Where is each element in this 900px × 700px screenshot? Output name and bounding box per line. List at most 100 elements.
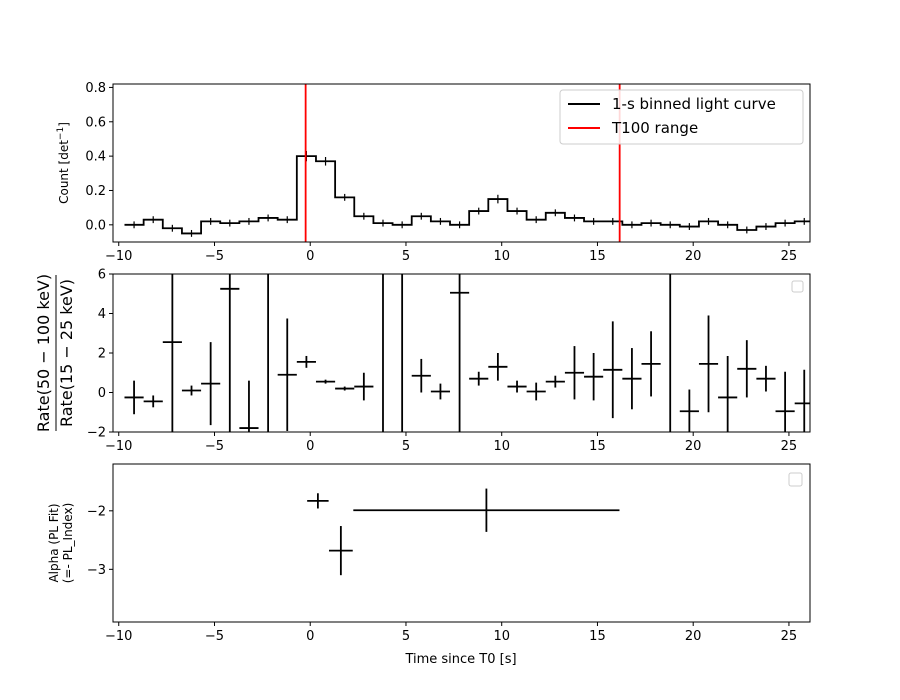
- hardness-ratio-y-axis-label: Rate(50 − 100 keV) Rate(15 − 25 keV): [34, 274, 76, 432]
- alpha-y-ticks: −2 −3: [87, 504, 113, 578]
- alpha-y-tick-label: −2: [87, 504, 106, 519]
- alpha-empty-legend: [788, 472, 803, 487]
- hardness-ratio-empty-legend: [791, 280, 804, 293]
- hardness-ratio-plot-area: [124, 274, 810, 432]
- light-curve-y-tick-label: 0.2: [85, 184, 106, 199]
- y-label-denominator: Rate(15 − 25 keV): [57, 279, 76, 427]
- hardness-ratio-data-point: [718, 355, 738, 432]
- alpha-x-tick-label: 5: [402, 629, 410, 644]
- light-curve-y-axis-label: Count [det−1]: [56, 122, 71, 204]
- hardness-ratio-data-point: [756, 365, 776, 392]
- legend-box: [559, 89, 804, 145]
- alpha-x-tick-label: 25: [781, 629, 798, 644]
- alpha-x-tick-label: −10: [105, 629, 132, 644]
- alpha-y-label-line1: Alpha (PL Fit): [47, 503, 61, 582]
- hardness-ratio-data-point: [124, 380, 144, 415]
- light-curve-plot-area: [124, 84, 810, 242]
- hardness-ratio-data-point: [545, 375, 565, 388]
- hardness-ratio-x-tick-label: 20: [685, 439, 702, 454]
- alpha-plot-area: [307, 488, 620, 576]
- alpha-x-tick-label: −5: [205, 629, 224, 644]
- hardness-ratio-data-point: [775, 371, 795, 432]
- hardness-ratio-data-point: [526, 382, 546, 401]
- hardness-ratio-data-point: [794, 369, 810, 432]
- alpha-y-axis-label: Alpha (PL Fit) (=- PL_Index): [47, 503, 75, 584]
- hardness-ratio-data-point: [488, 353, 508, 381]
- hardness-ratio-axes-frame: [112, 273, 811, 433]
- hardness-ratio-data-point: [201, 342, 221, 426]
- hardness-ratio-x-tick-label: 10: [493, 439, 510, 454]
- hardness-ratio-x-tick-label: 0: [306, 439, 314, 454]
- hardness-ratio-data-point: [411, 358, 431, 393]
- hardness-ratio-data-point: [143, 395, 163, 408]
- hardness-ratio-data-point: [679, 389, 699, 432]
- light-curve-x-tick-label: 5: [402, 249, 410, 264]
- hardness-ratio-data-point: [564, 346, 585, 400]
- x-axis-label: Time since T0 [s]: [404, 652, 516, 667]
- light-curve-x-tick-label: 0: [306, 249, 314, 264]
- hardness-ratio-data-point: [315, 379, 336, 384]
- light-curve-x-tick-label: −5: [205, 249, 224, 264]
- hardness-ratio-data-point: [641, 331, 661, 397]
- legend-label-t100: T100 range: [611, 119, 698, 137]
- hardness-ratio-data-point: [296, 355, 316, 368]
- hardness-ratio-data-point: [622, 348, 642, 410]
- hardness-ratio-data-point: [450, 274, 470, 432]
- alpha-x-ticks: −10 −5 0 5 10 15 20 25: [105, 622, 797, 644]
- hardness-ratio-y-tick-label: 2: [98, 347, 106, 362]
- hardness-ratio-data-point: [430, 383, 451, 400]
- hardness-ratio-data-point: [584, 353, 604, 401]
- hardness-ratio-data-point: [507, 380, 527, 393]
- light-curve-x-tick-label: −10: [105, 249, 132, 264]
- light-curve-axes-frame: [112, 83, 811, 243]
- alpha-x-tick-label: 20: [685, 629, 702, 644]
- light-curve-y-tick-label: 0.6: [85, 115, 106, 130]
- hardness-ratio-data-point: [239, 380, 259, 432]
- light-curve-x-tick-label: 15: [589, 249, 606, 264]
- hardness-ratio-x-tick-label: 5: [402, 439, 410, 454]
- light-curve-y-tick-label: 0.4: [85, 150, 106, 165]
- light-curve-y-ticks: 0.0 0.2 0.4 0.6 0.8: [85, 81, 113, 233]
- hardness-ratio-data-point: [469, 371, 489, 386]
- light-curve-panel: −10 −5 0 5 10 15 20 25 0.0 0.2 0.4 0.6 0.8 Count [d…: [56, 81, 811, 264]
- alpha-x-tick-label: 15: [589, 629, 606, 644]
- alpha-x-tick-label: 10: [493, 629, 510, 644]
- hardness-ratio-y-tick-label: 4: [98, 307, 106, 322]
- hardness-ratio-data-point: [737, 340, 757, 398]
- hardness-ratio-x-tick-label: 15: [589, 439, 606, 454]
- hardness-ratio-panel: −10 −5 0 5 10 15 20 25 −2 0 2 4 6 Rate(50 − 100 keV…: [34, 268, 811, 454]
- hardness-ratio-data-point: [181, 385, 202, 396]
- light-curve-x-tick-label: 20: [685, 249, 702, 264]
- light-curve-x-ticks: −10 −5 0 5 10 15 20 25: [105, 242, 797, 264]
- light-curve-legend: 1-s binned light curve T100 range: [559, 89, 804, 145]
- hardness-ratio-data-point: [698, 315, 719, 413]
- hardness-ratio-y-tick-label: 6: [98, 268, 106, 283]
- light-curve-step-line: [124, 155, 810, 235]
- light-curve-y-tick-label: 0.0: [85, 218, 106, 233]
- hardness-ratio-data-point: [335, 386, 355, 391]
- alpha-x-tick-label: 0: [306, 629, 314, 644]
- hardness-ratio-x-tick-label: −10: [105, 439, 132, 454]
- hardness-ratio-x-tick-label: 25: [781, 439, 798, 454]
- alpha-y-tick-label: −3: [87, 563, 106, 578]
- light-curve-x-tick-label: 10: [493, 249, 510, 264]
- hardness-ratio-data-point: [354, 372, 374, 401]
- hardness-ratio-x-tick-label: −5: [205, 439, 224, 454]
- alpha-data-point: [307, 493, 329, 509]
- y-label-numerator: Rate(50 − 100 keV): [34, 274, 53, 432]
- hardness-ratio-y-tick-label: −2: [87, 426, 106, 441]
- alpha-data-point: [328, 526, 353, 576]
- alpha-data-point: [353, 488, 620, 532]
- alpha-y-label-line2: (=- PL_Index): [61, 503, 75, 584]
- alpha-panel: −10 −5 0 5 10 15 20 25 −2 −3 Alpha (PL Fit) (=- …: [47, 463, 811, 667]
- legend-label-light-curve: 1-s binned light curve: [612, 95, 776, 113]
- hardness-ratio-y-ticks: −2 0 2 4 6: [87, 268, 113, 441]
- hardness-ratio-data-point: [162, 274, 182, 432]
- hardness-ratio-x-ticks: −10 −5 0 5 10 15 20 25: [105, 432, 797, 454]
- alpha-axes-frame: [112, 463, 811, 623]
- hardness-ratio-y-tick-label: 0: [98, 386, 106, 401]
- hardness-ratio-data-point: [277, 318, 297, 432]
- light-curve-y-tick-label: 0.8: [85, 81, 106, 96]
- hardness-ratio-data-point: [603, 321, 623, 419]
